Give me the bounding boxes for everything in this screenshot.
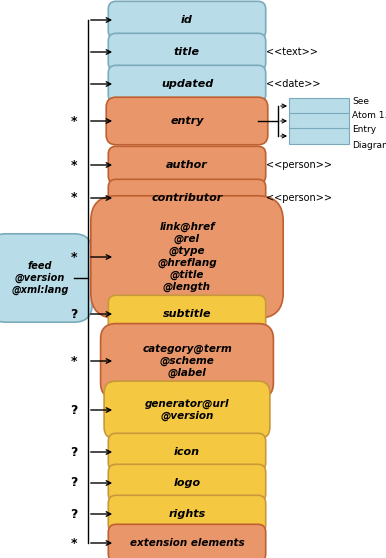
FancyBboxPatch shape <box>289 128 349 144</box>
Text: rights: rights <box>168 509 206 519</box>
FancyBboxPatch shape <box>104 381 270 439</box>
Text: ?: ? <box>70 477 78 489</box>
FancyBboxPatch shape <box>289 98 349 114</box>
Text: ?: ? <box>70 307 78 320</box>
Text: Atom 1.0: Atom 1.0 <box>352 112 386 121</box>
Text: subtitle: subtitle <box>163 309 211 319</box>
FancyBboxPatch shape <box>0 234 92 322</box>
Text: *: * <box>71 354 77 368</box>
Text: category@term
@scheme
@label: category@term @scheme @label <box>142 344 232 378</box>
FancyBboxPatch shape <box>91 196 283 318</box>
FancyBboxPatch shape <box>108 65 266 103</box>
Text: *: * <box>71 191 77 204</box>
Text: <<person>>: <<person>> <box>266 160 332 170</box>
Text: Diagram: Diagram <box>352 141 386 150</box>
FancyBboxPatch shape <box>108 434 266 471</box>
FancyBboxPatch shape <box>108 496 266 533</box>
Text: *: * <box>71 158 77 171</box>
Text: ?: ? <box>70 403 78 416</box>
Text: *: * <box>71 251 77 263</box>
Text: icon: icon <box>174 447 200 457</box>
FancyBboxPatch shape <box>101 324 273 398</box>
Text: author: author <box>166 160 208 170</box>
Text: id: id <box>181 15 193 25</box>
Text: generator@url
@version: generator@url @version <box>145 399 229 421</box>
Text: *: * <box>71 114 77 127</box>
FancyBboxPatch shape <box>289 113 349 129</box>
FancyBboxPatch shape <box>108 464 266 502</box>
Text: title: title <box>174 47 200 57</box>
FancyBboxPatch shape <box>108 33 266 71</box>
FancyBboxPatch shape <box>108 146 266 184</box>
Text: ?: ? <box>70 507 78 521</box>
FancyBboxPatch shape <box>106 97 268 145</box>
Text: <<date>>: <<date>> <box>266 79 320 89</box>
FancyBboxPatch shape <box>108 295 266 333</box>
Text: entry: entry <box>170 116 204 126</box>
FancyBboxPatch shape <box>108 525 266 558</box>
Text: updated: updated <box>161 79 213 89</box>
FancyBboxPatch shape <box>108 179 266 217</box>
Text: ?: ? <box>70 445 78 459</box>
Text: Entry: Entry <box>352 126 376 134</box>
Text: See: See <box>352 97 369 105</box>
Text: <<person>>: <<person>> <box>266 193 332 203</box>
Text: logo: logo <box>173 478 201 488</box>
Text: extension elements: extension elements <box>130 538 244 548</box>
Text: link@href
@rel
@type
@hreflang
@title
@length: link@href @rel @type @hreflang @title @l… <box>157 222 217 292</box>
Text: feed
@version
@xml:lang: feed @version @xml:lang <box>11 261 69 295</box>
Text: *: * <box>71 536 77 550</box>
Text: <<text>>: <<text>> <box>266 47 318 57</box>
Text: contributor: contributor <box>151 193 223 203</box>
FancyBboxPatch shape <box>108 1 266 39</box>
